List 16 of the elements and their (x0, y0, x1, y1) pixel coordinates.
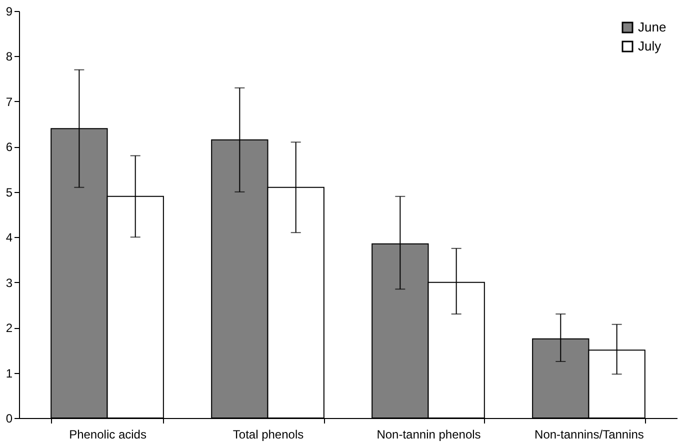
y-tick-label: 2 (6, 321, 13, 336)
y-tick-label: 1 (6, 366, 13, 380)
y-tick-label: 9 (6, 4, 13, 18)
y-tick-label: 6 (6, 140, 13, 154)
x-tick-label: Non-tannin phenols (376, 428, 481, 442)
y-tick-label: 3 (6, 276, 13, 290)
y-tick-label: 7 (6, 94, 13, 109)
x-tick-label: Non-tannins/Tannins (534, 428, 644, 442)
x-tick-label: Phenolic acids (69, 428, 146, 442)
y-tick-label: 5 (6, 185, 13, 200)
legend-label: July (638, 38, 662, 54)
y-tick-label: 0 (6, 412, 13, 426)
legend-label: June (638, 20, 666, 34)
y-tick-label: 4 (6, 230, 13, 245)
x-tick-label: Total phenols (232, 428, 304, 442)
y-tick-label: 8 (6, 50, 13, 64)
